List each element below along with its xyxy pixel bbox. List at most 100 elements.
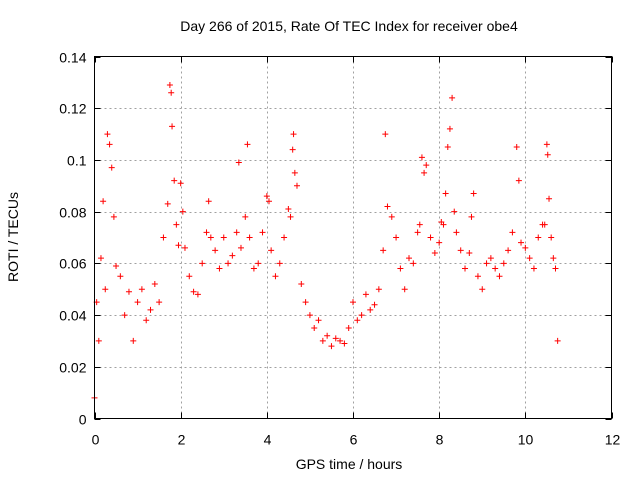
data-point xyxy=(263,193,270,200)
data-point xyxy=(289,146,296,153)
data-point xyxy=(199,260,206,267)
data-point xyxy=(212,247,219,254)
x-tick-label: 2 xyxy=(178,432,186,448)
data-point xyxy=(130,337,137,344)
data-point xyxy=(546,195,553,202)
data-point xyxy=(541,221,548,228)
data-point xyxy=(298,281,305,288)
data-point xyxy=(446,125,453,132)
data-point xyxy=(237,244,244,251)
data-point xyxy=(324,332,331,339)
data-point xyxy=(421,169,428,176)
data-point xyxy=(285,206,292,213)
data-point xyxy=(384,203,391,210)
data-point xyxy=(444,144,451,150)
data-point xyxy=(97,255,104,262)
data-point xyxy=(207,234,214,241)
data-point xyxy=(125,288,132,295)
data-point xyxy=(164,200,171,207)
y-tick-label: 0.06 xyxy=(59,256,86,272)
x-axis: 0 2 4 6 8 10 12 xyxy=(92,56,620,448)
data-point xyxy=(143,317,150,324)
data-point xyxy=(371,301,378,308)
data-point xyxy=(375,286,382,293)
data-point xyxy=(552,265,559,272)
data-point xyxy=(449,94,456,101)
y-tick-label: 0.1 xyxy=(67,153,87,169)
data-point xyxy=(113,262,120,269)
data-point xyxy=(233,229,240,236)
x-axis-title: GPS time / hours xyxy=(296,456,403,472)
data-point xyxy=(427,234,434,241)
data-point xyxy=(108,164,115,171)
data-point xyxy=(453,229,460,236)
data-point xyxy=(181,244,188,251)
data-point xyxy=(380,247,387,254)
data-point xyxy=(272,273,279,280)
data-point xyxy=(156,299,163,306)
data-point xyxy=(337,337,344,344)
data-point xyxy=(393,234,400,241)
data-point xyxy=(431,250,438,257)
data-point xyxy=(410,260,417,267)
data-point xyxy=(186,273,193,280)
data-point xyxy=(110,213,117,220)
data-point xyxy=(117,273,124,280)
data-point xyxy=(362,291,369,298)
data-point xyxy=(388,213,395,220)
y-axis: 0 0.02 0.04 0.06 0.08 0.1 0.12 0.14 xyxy=(59,50,612,428)
data-point xyxy=(518,239,525,246)
data-point xyxy=(268,247,275,254)
data-point xyxy=(505,247,512,254)
data-point xyxy=(138,286,145,293)
data-point xyxy=(513,144,520,150)
data-point xyxy=(265,198,272,205)
data-point xyxy=(168,89,175,96)
x-tick-label: 6 xyxy=(350,432,358,448)
data-point xyxy=(244,141,251,148)
data-point xyxy=(451,208,458,215)
data-point xyxy=(203,229,210,236)
y-tick-label: 0.14 xyxy=(59,50,86,66)
data-point xyxy=(440,221,447,228)
data-point xyxy=(332,335,339,342)
data-point xyxy=(550,255,557,262)
data-point xyxy=(194,291,201,298)
data-point xyxy=(515,177,522,184)
data-point xyxy=(242,213,249,220)
data-point xyxy=(95,337,102,344)
data-point xyxy=(291,169,298,176)
data-point xyxy=(177,180,184,187)
data-point xyxy=(543,141,550,148)
data-point xyxy=(259,229,266,236)
data-marks xyxy=(91,81,561,401)
data-point xyxy=(151,281,158,288)
data-point xyxy=(216,265,223,272)
data-point xyxy=(315,317,322,324)
data-point xyxy=(319,337,326,344)
x-tick-label: 10 xyxy=(518,432,534,448)
data-point xyxy=(406,255,413,262)
data-point xyxy=(526,255,533,262)
data-point xyxy=(169,123,176,130)
data-point xyxy=(466,250,473,257)
data-point xyxy=(442,190,449,197)
data-point xyxy=(530,265,537,272)
data-point xyxy=(100,198,107,205)
data-point xyxy=(492,265,499,272)
data-point xyxy=(367,306,374,313)
data-point xyxy=(554,337,561,344)
data-point xyxy=(474,273,481,280)
data-point xyxy=(190,288,197,295)
data-point xyxy=(500,260,507,267)
data-point xyxy=(171,177,178,184)
data-point xyxy=(121,312,128,319)
data-point xyxy=(106,141,113,148)
data-point xyxy=(220,234,227,241)
data-point xyxy=(548,234,555,241)
data-point xyxy=(496,273,503,280)
data-point xyxy=(175,242,182,249)
data-point xyxy=(462,265,469,272)
data-point xyxy=(345,325,352,331)
